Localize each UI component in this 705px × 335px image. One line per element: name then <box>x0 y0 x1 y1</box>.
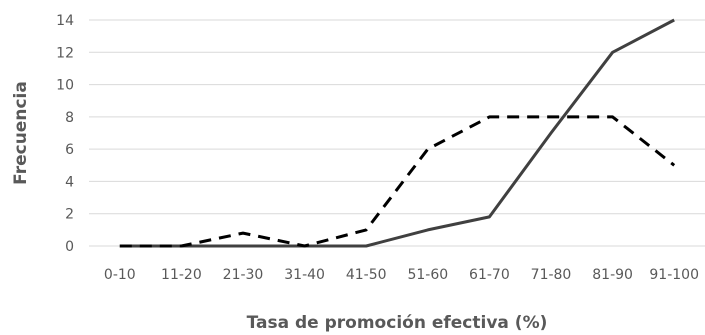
x-tick-label: 81-90 <box>592 267 633 283</box>
x-tick-label: 61-70 <box>469 267 510 283</box>
y-tick-label: 10 <box>56 78 74 94</box>
x-tick-label: 11-20 <box>161 267 202 283</box>
x-tick-label: 0-10 <box>104 267 136 283</box>
y-tick-labels: 0 2 4 6 8 10 12 14 <box>56 13 74 255</box>
y-tick-label: 4 <box>65 174 74 190</box>
x-tick-label: 41-50 <box>346 267 387 283</box>
y-tick-label: 6 <box>65 142 74 158</box>
x-tick-label: 31-40 <box>284 267 325 283</box>
y-tick-label: 14 <box>56 13 74 29</box>
y-axis-label: Frecuencia <box>11 81 31 185</box>
gridlines <box>89 19 705 247</box>
x-tick-labels: 0-10 11-20 21-30 31-40 41-50 51-60 61-70 71-80 8… <box>104 267 699 283</box>
series-line-solid <box>119 18 675 248</box>
x-tick-label: 71-80 <box>531 267 572 283</box>
x-axis-label: Tasa de promoción efectiva (%) <box>247 313 548 333</box>
y-tick-label: 8 <box>65 110 74 126</box>
x-tick-label: 21-30 <box>223 267 264 283</box>
y-tick-label: 12 <box>56 45 74 61</box>
series-line-dashed <box>119 115 676 248</box>
x-tick-label: 91-100 <box>649 267 699 283</box>
y-tick-label: 0 <box>65 239 74 255</box>
series-lines <box>119 18 676 248</box>
x-tick-label: 51-60 <box>407 267 448 283</box>
y-tick-label: 2 <box>65 207 74 223</box>
